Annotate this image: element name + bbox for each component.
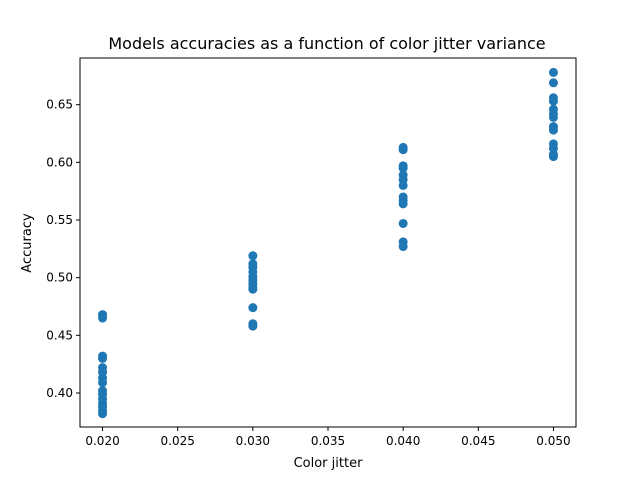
data-point — [548, 125, 558, 135]
data-point — [248, 251, 258, 261]
y-tick-label: 0.40 — [46, 386, 73, 400]
data-point — [248, 321, 258, 331]
y-tick-label: 0.65 — [46, 98, 73, 112]
x-axis-ticks: 0.020 0.025 0.030 0.035 0.040 0.045 0.050 — [85, 427, 571, 448]
plot-frame — [79, 57, 577, 428]
data-point — [248, 303, 258, 313]
y-tick-label: 0.55 — [46, 213, 73, 227]
x-tick-label: 0.040 — [386, 434, 420, 448]
x-tick-label: 0.045 — [461, 434, 495, 448]
data-point — [548, 112, 558, 122]
data-point — [98, 378, 108, 388]
data-point — [548, 67, 558, 77]
data-point — [98, 313, 108, 323]
x-tick-label: 0.050 — [536, 434, 570, 448]
x-tick-label: 0.020 — [85, 434, 119, 448]
data-point — [548, 152, 558, 162]
data-point — [548, 78, 558, 88]
x-tick-label: 0.030 — [236, 434, 270, 448]
data-point — [398, 163, 408, 173]
data-point — [98, 409, 108, 419]
y-axis-label: Accuracy — [20, 213, 35, 273]
x-tick-label: 0.025 — [161, 434, 195, 448]
data-point — [398, 145, 408, 155]
data-point — [398, 180, 408, 190]
data-point — [98, 353, 108, 363]
chart-title: Models accuracies as a function of color… — [108, 34, 545, 53]
data-point — [248, 284, 258, 294]
data-point — [398, 242, 408, 252]
y-tick-label: 0.50 — [46, 271, 73, 285]
data-points — [98, 67, 558, 419]
data-point — [548, 96, 558, 106]
x-tick-label: 0.035 — [311, 434, 345, 448]
y-tick-label: 0.45 — [46, 328, 73, 342]
data-point — [398, 218, 408, 228]
y-axis-ticks: 0.40 0.45 0.50 0.55 0.60 0.65 — [46, 98, 80, 400]
y-tick-label: 0.60 — [46, 155, 73, 169]
x-axis-label: Color jitter — [294, 456, 363, 471]
data-point — [398, 199, 408, 209]
